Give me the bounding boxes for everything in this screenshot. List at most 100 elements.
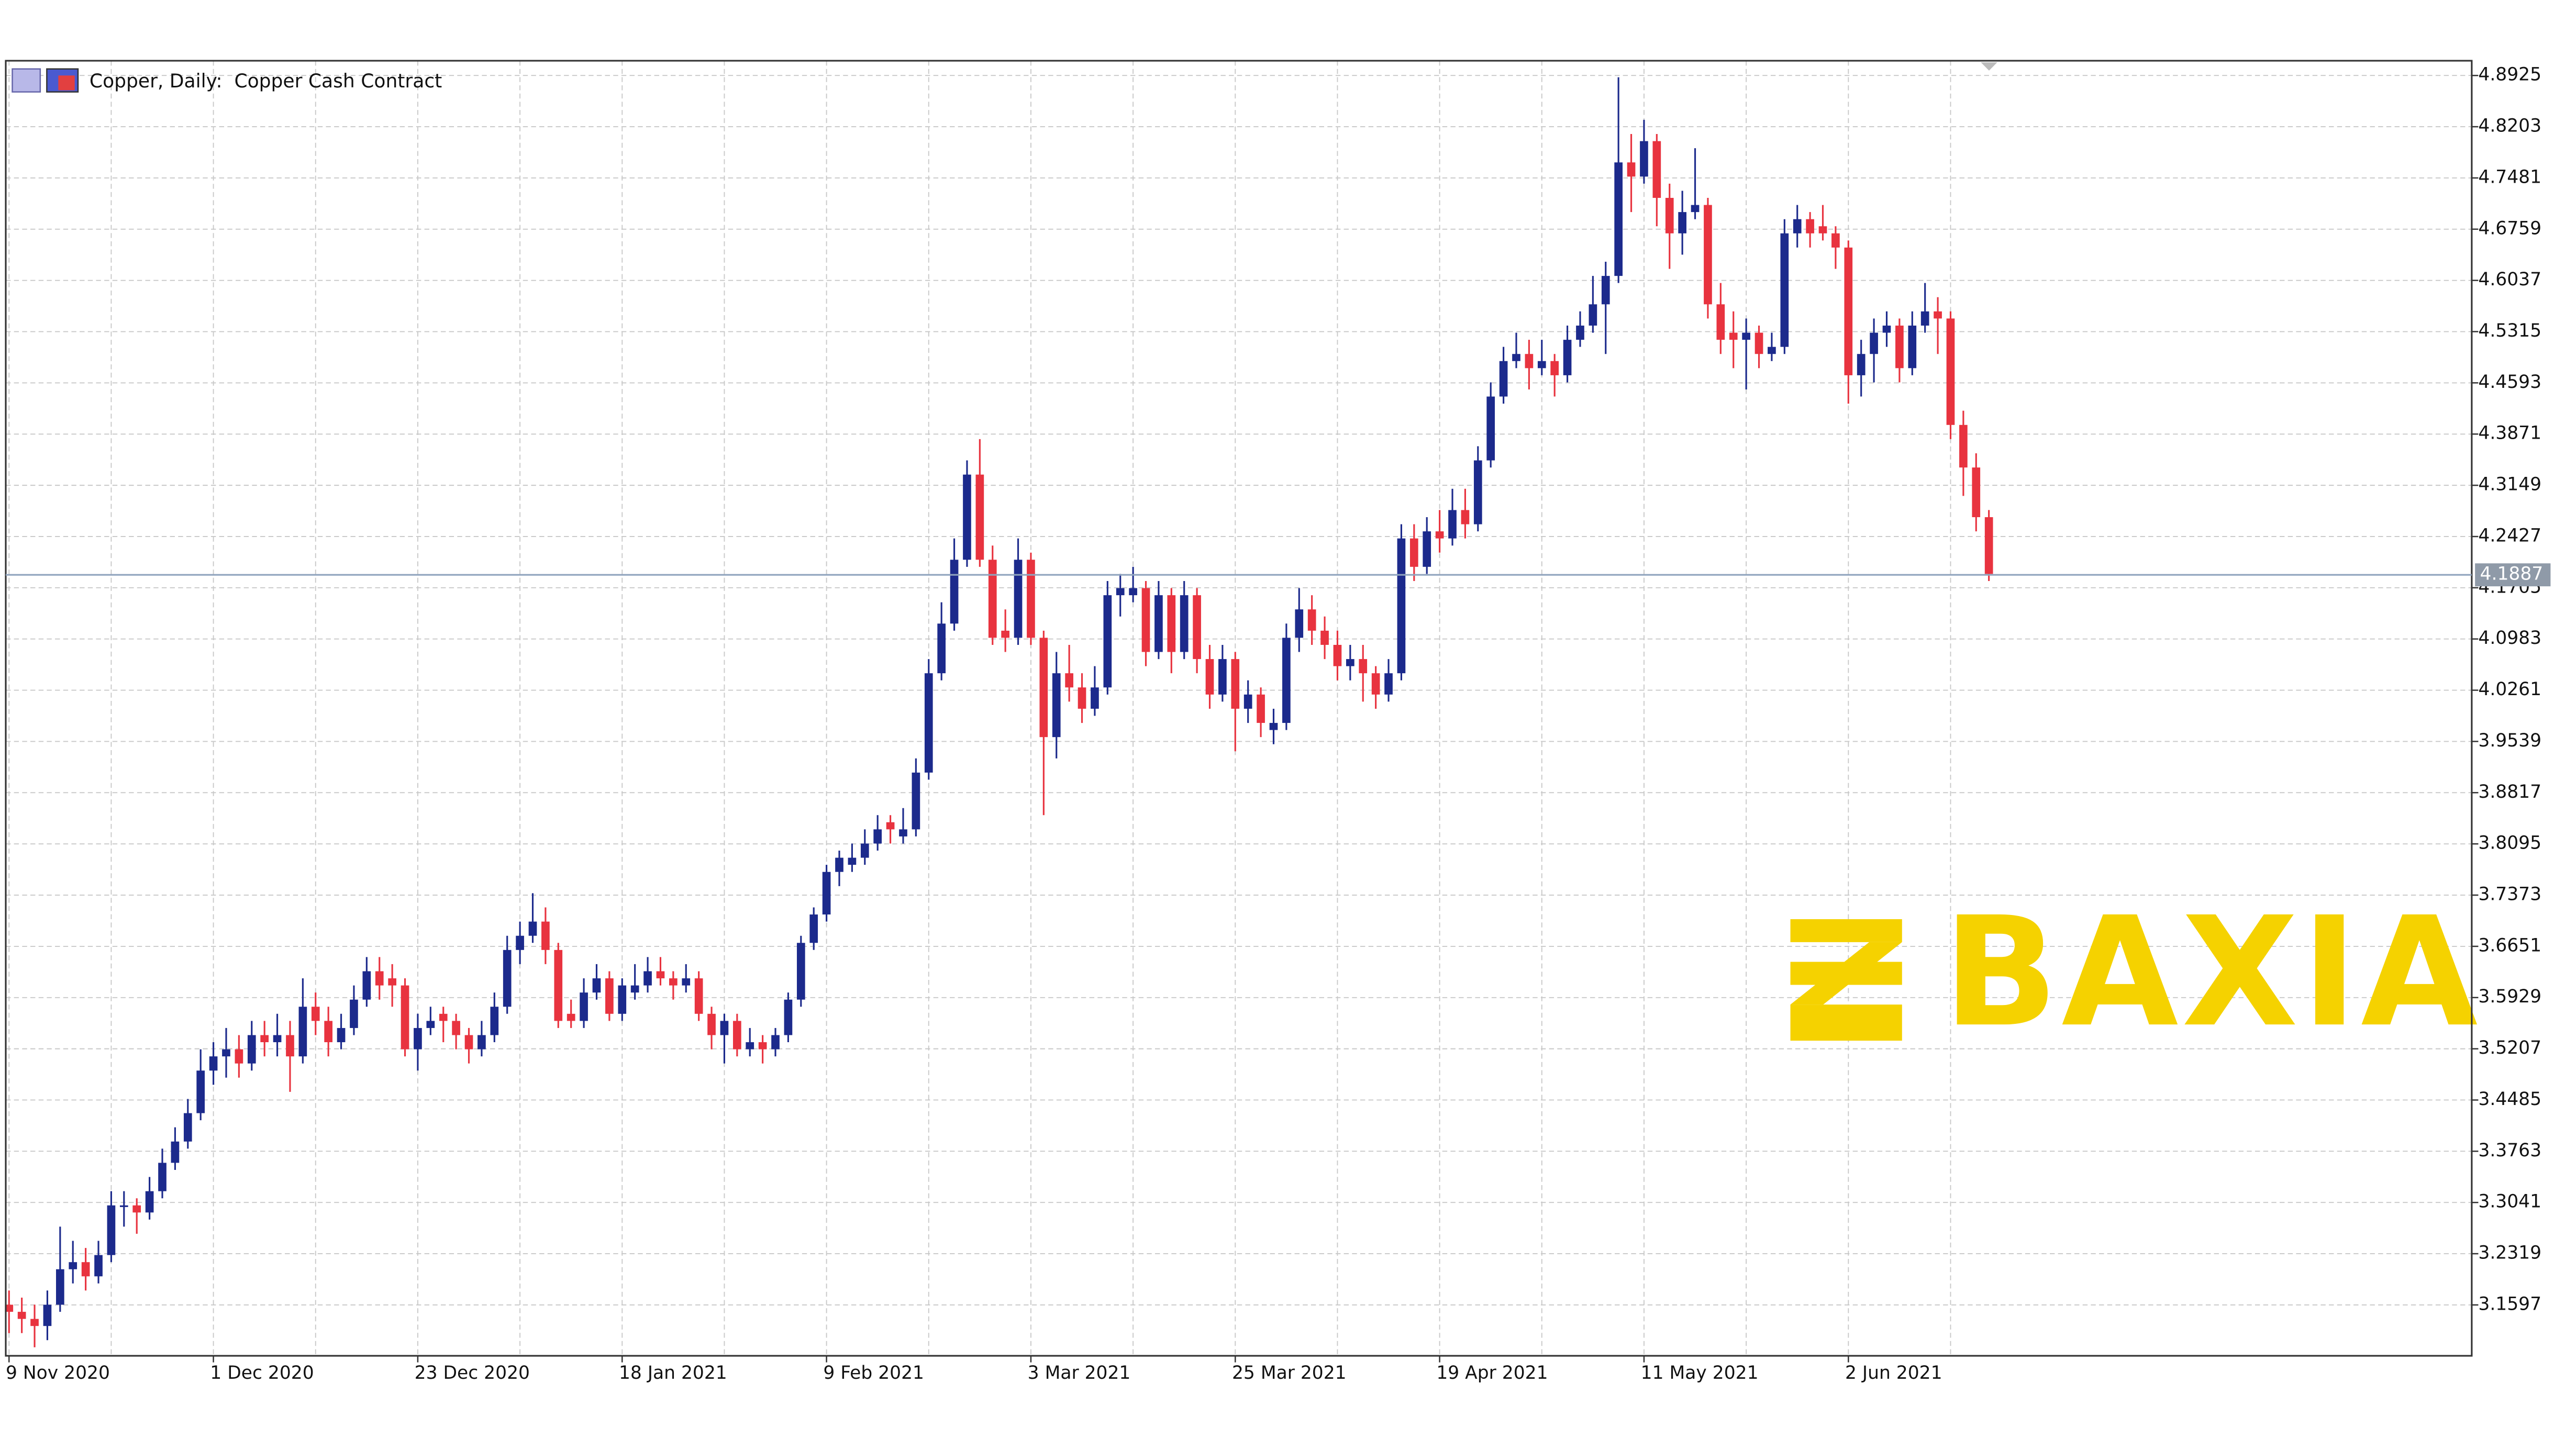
candle-body — [1359, 659, 1368, 674]
candle-body — [873, 829, 882, 844]
candle-body — [401, 985, 409, 1050]
candle-body — [1282, 638, 1291, 723]
candle-body — [784, 999, 793, 1035]
candle-body — [796, 943, 805, 1000]
candle-body — [528, 921, 537, 936]
candle-body — [350, 999, 358, 1028]
plot-frame — [5, 60, 2473, 1357]
candle-body — [1755, 332, 1763, 354]
candle-body — [1512, 354, 1520, 361]
y-tick-label: 4.8203 — [2478, 116, 2541, 137]
y-tick-label: 3.6651 — [2478, 935, 2541, 956]
y-tick-label: 3.8095 — [2478, 833, 2541, 854]
shift-marker — [1981, 62, 1997, 71]
candle-body — [1729, 332, 1738, 340]
candle-body — [1972, 467, 1981, 517]
candle-body — [1027, 560, 1035, 638]
candle-body — [1780, 233, 1789, 347]
y-tick-label: 4.3871 — [2478, 423, 2541, 444]
candle-body — [1806, 219, 1814, 233]
candle-body — [1409, 538, 1418, 567]
candle-body — [732, 1021, 741, 1050]
candle-body — [1078, 687, 1086, 709]
candle-body — [478, 1035, 486, 1050]
candle-body — [171, 1141, 180, 1163]
x-tick-label: 2 Jun 2021 — [1845, 1363, 1942, 1383]
candle-body — [69, 1262, 77, 1269]
candle-body — [694, 978, 703, 1014]
candle-body — [1984, 517, 1993, 574]
y-tick-label: 3.8817 — [2478, 782, 2541, 802]
candle-body — [298, 1007, 307, 1057]
candle-body — [1934, 311, 1942, 319]
candle-body — [107, 1205, 116, 1255]
candle-body — [1473, 460, 1482, 524]
x-tick-label: 11 May 2021 — [1641, 1363, 1759, 1383]
x-tick-label: 3 Mar 2021 — [1028, 1363, 1131, 1383]
y-tick-label: 3.7373 — [2478, 884, 2541, 905]
candle-body — [5, 1304, 14, 1312]
candle-body — [1307, 609, 1316, 631]
watermark-text: BAXIA — [1943, 885, 2481, 1061]
candle-body — [746, 1042, 754, 1050]
candle-body — [1320, 630, 1329, 645]
y-tick-label: 3.5929 — [2478, 986, 2541, 1007]
y-tick-label: 4.8925 — [2478, 64, 2541, 85]
candle-body — [362, 971, 371, 1000]
logo-diagonal — [1790, 942, 1902, 1005]
candle-body — [1371, 673, 1380, 695]
candle-body — [375, 971, 384, 986]
current-price-box — [2475, 563, 2551, 587]
y-tick-label: 4.6037 — [2478, 269, 2541, 290]
candle-body — [516, 935, 524, 950]
candle-body — [950, 560, 959, 624]
candle-body — [567, 1013, 575, 1021]
y-tick-label: 4.6759 — [2478, 218, 2541, 239]
candle-body — [439, 1013, 448, 1021]
candle-body — [771, 1035, 780, 1050]
candle-body — [643, 971, 652, 986]
candle-body — [1614, 162, 1623, 276]
candle-body — [30, 1319, 39, 1326]
candle-body — [17, 1312, 26, 1319]
candle-body — [388, 978, 396, 986]
candle-body — [1525, 354, 1534, 369]
x-tick-label: 23 Dec 2020 — [415, 1363, 530, 1383]
candle-body — [1959, 425, 1968, 468]
candle-body — [1589, 304, 1597, 326]
candle-body — [1818, 226, 1827, 233]
candle-body — [554, 950, 563, 1021]
candle-body — [1857, 354, 1866, 375]
y-tick-label: 4.3149 — [2478, 474, 2541, 495]
icon — [58, 75, 75, 91]
current-price-label: 4.1887 — [2480, 564, 2544, 585]
x-tick-label: 18 Jan 2021 — [619, 1363, 727, 1383]
candle-body — [55, 1269, 64, 1305]
candle-body — [1640, 141, 1648, 177]
y-tick-label: 3.9539 — [2478, 730, 2541, 751]
candle-body — [1346, 659, 1354, 666]
candle-body — [656, 971, 665, 979]
y-tick-label: 4.7481 — [2478, 166, 2541, 187]
candle-body — [1652, 141, 1661, 198]
candle-body — [209, 1056, 218, 1071]
candle-body — [94, 1255, 103, 1277]
logo-bar — [1790, 1004, 1902, 1041]
candle-body — [1167, 595, 1176, 652]
y-tick-label: 3.1597 — [2478, 1293, 2541, 1314]
candle-body — [1499, 361, 1508, 397]
y-tick-label: 3.3041 — [2478, 1191, 2541, 1212]
candle-body — [975, 474, 984, 560]
candle-body — [426, 1021, 435, 1028]
chart-title: Copper, Daily: Copper Cash Contract — [90, 70, 442, 92]
candle-body — [1180, 595, 1189, 652]
candle-body — [1269, 723, 1278, 730]
y-tick-label: 3.3763 — [2478, 1140, 2541, 1161]
candle-body — [963, 474, 971, 560]
candle-body — [1461, 510, 1470, 524]
candle-body — [260, 1035, 269, 1043]
candle-body — [452, 1021, 460, 1035]
candle-body — [43, 1304, 52, 1326]
